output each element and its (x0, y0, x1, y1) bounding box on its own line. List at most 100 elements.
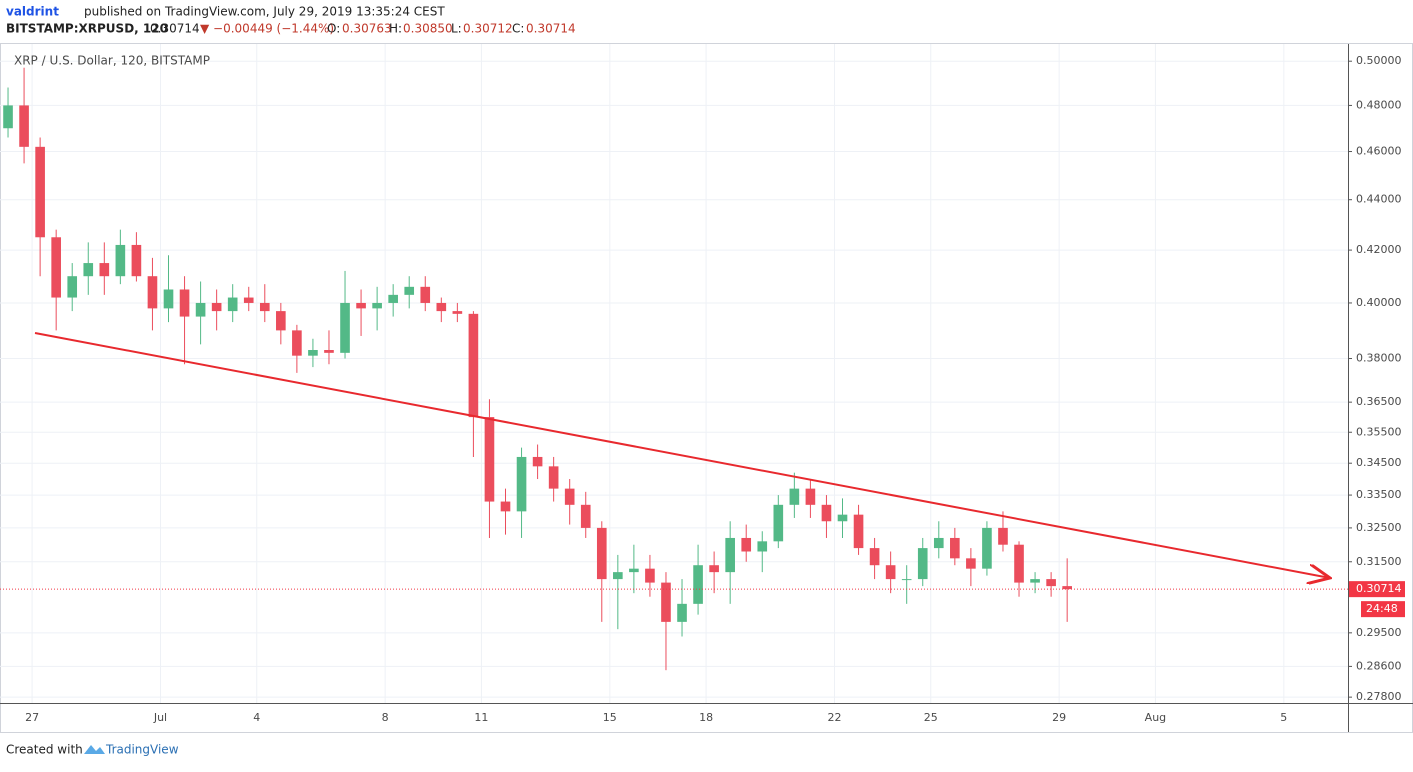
change: ▼ −0.00449 (−1.44%) (200, 22, 334, 36)
candle-body (195, 302, 206, 317)
y-tick-label: 0.46000 (1356, 145, 1402, 158)
candle-body (308, 350, 318, 356)
candle-body (356, 302, 366, 309)
x-tick-label: 18 (699, 711, 713, 724)
candle-body (741, 537, 752, 552)
candle-body (613, 572, 623, 580)
candle-body (1030, 579, 1040, 583)
candle-body (998, 527, 1008, 545)
candle-body (853, 514, 864, 549)
price: 0.30714 (150, 22, 200, 36)
c-label: C: (512, 22, 524, 36)
candle-body (324, 350, 334, 353)
candle-body (67, 276, 78, 298)
symbol: BITSTAMP:XRPUSD, 120 (6, 22, 168, 36)
y-tick-label: 0.38000 (1356, 352, 1402, 365)
candle-body (243, 297, 254, 303)
y-tick-label: 0.29500 (1356, 626, 1402, 639)
h-value: 0.30850 (403, 22, 453, 36)
candle-body (1046, 579, 1056, 587)
y-tick-label: 0.36500 (1356, 395, 1402, 408)
o-label: O: (327, 22, 340, 36)
brand-logo (84, 745, 105, 754)
y-tick-label: 0.28600 (1356, 659, 1402, 672)
candle-body (420, 286, 431, 303)
candle-body (693, 565, 703, 604)
x-tick-label: 29 (1052, 711, 1066, 724)
trend-line (34, 332, 1330, 578)
candle-body (179, 289, 190, 317)
candle-body (773, 504, 784, 542)
candle-body (131, 244, 142, 277)
candle-body (709, 565, 719, 573)
candle-body (548, 466, 559, 489)
y-tick-label: 0.50000 (1356, 54, 1402, 67)
candle-body (211, 302, 222, 312)
candle-body (99, 263, 110, 277)
x-tick-label: 5 (1280, 711, 1287, 724)
candle-body (436, 302, 447, 312)
grid (0, 44, 1348, 703)
chart-title: XRP / U.S. Dollar, 120, BITSTAMP (14, 54, 210, 68)
c-value: 0.30714 (526, 22, 576, 36)
candle-body (629, 568, 639, 573)
footer-brand: TradingView (105, 743, 179, 757)
candle-body (227, 297, 238, 312)
candle-body (468, 313, 479, 418)
header: valdrint published on TradingView.com, J… (6, 5, 576, 36)
candle-body (885, 565, 896, 580)
candle-body (564, 488, 575, 505)
candle-body (901, 579, 912, 581)
candle-body (340, 302, 350, 353)
y-tick-label: 0.32500 (1356, 521, 1402, 534)
candle-body (596, 527, 607, 580)
candle-body (372, 302, 382, 309)
candle-body (404, 286, 415, 295)
y-tick-label: 0.27800 (1356, 690, 1402, 703)
candle-body (821, 504, 832, 522)
y-tick-label: 0.31500 (1356, 555, 1402, 568)
candle-body (725, 537, 735, 573)
x-tick-label: 27 (25, 711, 39, 724)
candle-body (83, 263, 94, 277)
countdown-label: 24:48 (1366, 602, 1398, 615)
candle-body (1062, 586, 1072, 590)
candle-body (677, 603, 687, 622)
last-price-label: 0.30714 (1356, 582, 1402, 595)
x-tick-label: 4 (253, 711, 260, 724)
x-tick-label: 11 (474, 711, 488, 724)
y-tick-label: 0.48000 (1356, 98, 1402, 111)
l-label: L: (451, 22, 462, 36)
x-tick-label: 8 (382, 711, 389, 724)
x-tick-label: 15 (603, 711, 617, 724)
candle-body (276, 311, 286, 331)
x-tick-label: 22 (827, 711, 841, 724)
candle-body (966, 558, 976, 569)
candle-body (1014, 544, 1024, 583)
published: published on TradingView.com, July 29, 2… (84, 5, 445, 19)
h-label: H: (389, 22, 402, 36)
candle-body (484, 417, 495, 502)
axes: 0.50000 0.48000 0.46000 0.44000 0.42000 0.400… (25, 54, 1405, 724)
last-price-tag (1349, 581, 1405, 598)
candle-body (933, 537, 944, 549)
o-value: 0.30763 (342, 22, 392, 36)
candle-body (950, 537, 960, 559)
y-tick-label: 0.34500 (1356, 456, 1402, 469)
candle-body (789, 488, 800, 505)
candle-body (982, 527, 992, 569)
candle-body (805, 488, 816, 505)
y-tick-label: 0.40000 (1356, 296, 1402, 309)
candle-body (163, 289, 174, 309)
candle-body (147, 276, 158, 309)
candle-body (19, 105, 29, 147)
candle-body (917, 548, 928, 580)
y-tick-label: 0.42000 (1356, 243, 1402, 256)
y-tick-label: 0.33500 (1356, 488, 1402, 501)
candle-body (645, 568, 655, 583)
candle-body (500, 501, 511, 512)
x-tick-label: 25 (924, 711, 938, 724)
l-value: 0.30712 (463, 22, 513, 36)
y-tick-label: 0.35500 (1356, 425, 1402, 438)
